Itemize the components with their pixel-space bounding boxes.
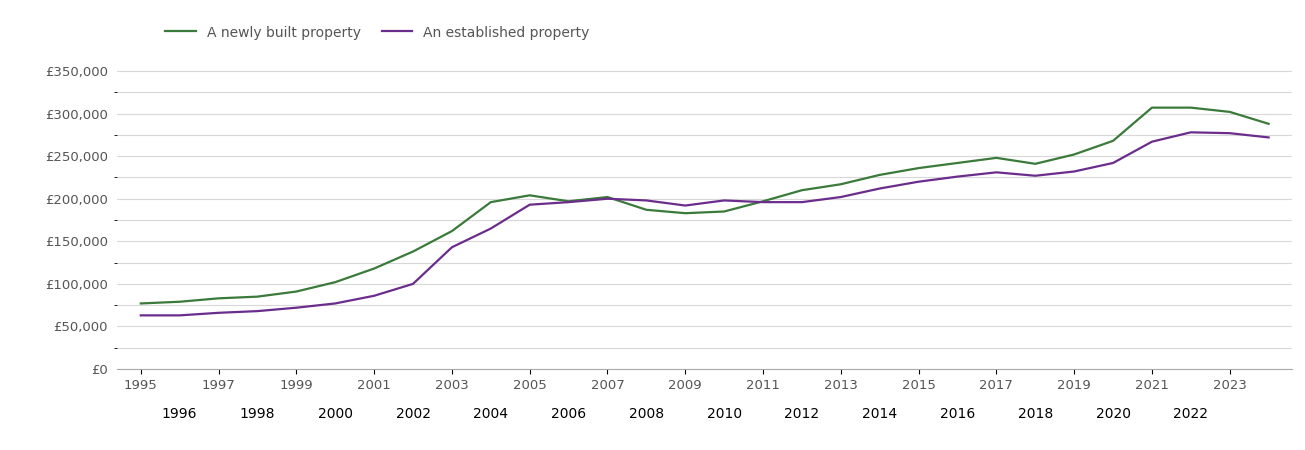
An established property [989,170,1005,175]
A newly built property [716,209,732,214]
A newly built property [483,199,499,205]
Line: A newly built property: A newly built property [141,108,1268,303]
An established property [288,305,304,310]
A newly built property [1144,105,1160,110]
A newly built property [911,166,927,171]
A newly built property [249,294,265,299]
An established property [950,174,966,179]
An established property [911,179,927,184]
An established property [1066,169,1082,174]
A newly built property [872,172,887,178]
An established property [1184,130,1199,135]
An established property [210,310,226,315]
An established property [1221,130,1237,136]
An established property [677,203,693,208]
A newly built property [989,155,1005,161]
An established property [133,313,149,318]
A newly built property [133,301,149,306]
An established property [444,244,459,250]
A newly built property [172,299,188,305]
An established property [522,202,538,207]
An established property [833,194,848,200]
A newly built property [444,229,459,234]
A newly built property [1184,105,1199,110]
A newly built property [1066,152,1082,157]
A newly built property [561,198,577,204]
An established property [483,226,499,231]
A newly built property [1261,121,1276,126]
An established property [756,199,771,205]
A newly built property [833,181,848,187]
Legend: A newly built property, An established property: A newly built property, An established p… [159,20,595,45]
A newly built property [638,207,654,212]
An established property [249,308,265,314]
An established property [716,198,732,203]
A newly built property [405,249,420,254]
An established property [405,281,420,287]
Line: An established property: An established property [141,132,1268,315]
A newly built property [367,266,382,271]
An established property [328,301,343,306]
A newly built property [795,188,810,193]
A newly built property [210,296,226,301]
A newly built property [599,194,615,200]
An established property [561,199,577,205]
A newly built property [1027,161,1043,166]
A newly built property [522,193,538,198]
A newly built property [677,211,693,216]
A newly built property [328,279,343,285]
An established property [1105,160,1121,166]
An established property [367,293,382,298]
An established property [872,186,887,191]
An established property [795,199,810,205]
A newly built property [950,160,966,166]
An established property [1144,139,1160,144]
An established property [172,313,188,318]
An established property [1027,173,1043,179]
A newly built property [1221,109,1237,115]
An established property [599,196,615,202]
A newly built property [1105,138,1121,144]
A newly built property [756,198,771,204]
An established property [638,198,654,203]
An established property [1261,135,1276,140]
A newly built property [288,289,304,294]
